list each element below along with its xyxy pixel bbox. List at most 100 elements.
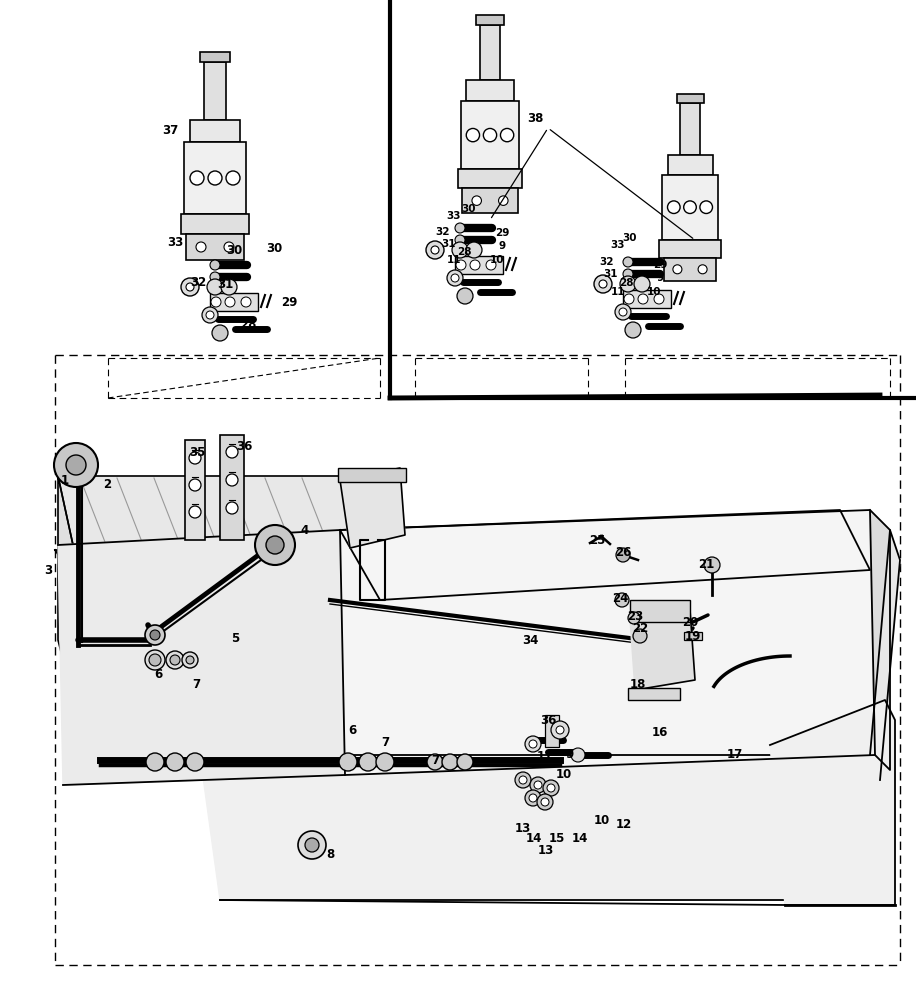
Circle shape [620,276,636,292]
Text: 36: 36 [235,440,252,454]
Polygon shape [340,510,875,775]
Bar [475,15,504,25]
Bar [204,62,226,120]
Circle shape [456,260,466,270]
Text: 10: 10 [490,255,504,265]
Text: 32: 32 [190,275,206,288]
Text: 2: 2 [103,479,111,491]
Text: 30: 30 [462,204,476,214]
Circle shape [189,479,201,491]
Text: 14: 14 [526,832,542,844]
Text: 11: 11 [447,255,462,265]
Circle shape [225,297,235,307]
Text: 38: 38 [527,111,543,124]
Circle shape [221,279,237,295]
Circle shape [426,241,444,259]
Bar [545,715,559,747]
Text: 29: 29 [281,296,297,308]
Circle shape [186,753,204,771]
Circle shape [305,838,319,852]
Circle shape [170,655,180,665]
Circle shape [455,223,465,233]
Text: 13: 13 [538,844,554,857]
Text: 35: 35 [189,446,205,458]
Text: 21: 21 [698,558,714,572]
Circle shape [628,612,640,624]
Circle shape [673,265,682,274]
Text: 23: 23 [627,609,643,622]
Circle shape [541,798,549,806]
Text: 19: 19 [685,630,701,643]
Circle shape [466,128,480,142]
Circle shape [452,242,468,258]
Circle shape [207,279,223,295]
Circle shape [149,654,161,666]
Circle shape [498,196,508,205]
Bar [458,169,522,188]
Circle shape [457,754,473,770]
Text: 6: 6 [154,668,162,682]
Bar [630,600,690,622]
Circle shape [211,297,221,307]
Text: 12: 12 [616,818,632,832]
Polygon shape [58,476,73,700]
Circle shape [625,322,641,338]
Polygon shape [200,755,890,900]
Text: 7: 7 [192,678,200,692]
Circle shape [519,776,527,784]
Circle shape [202,307,218,323]
Text: 28: 28 [618,278,633,288]
Text: 10: 10 [647,287,661,297]
Circle shape [150,630,160,640]
Text: 13: 13 [515,822,531,834]
Circle shape [145,650,165,670]
Circle shape [339,753,357,771]
Circle shape [529,794,537,802]
Text: 14: 14 [572,832,588,844]
Bar [190,120,240,142]
Text: 28: 28 [457,247,471,257]
Circle shape [431,246,439,254]
Polygon shape [55,550,430,600]
Polygon shape [58,530,345,785]
Bar [463,188,518,213]
Circle shape [525,790,541,806]
Circle shape [534,781,542,789]
Text: 17: 17 [727,748,743,762]
Circle shape [700,201,713,214]
Circle shape [466,242,482,258]
Circle shape [619,308,627,316]
Circle shape [442,754,458,770]
Circle shape [634,276,650,292]
Circle shape [427,754,443,770]
Text: 32: 32 [600,257,615,267]
Text: 10: 10 [594,814,610,826]
Circle shape [266,536,284,554]
Bar [680,103,700,155]
Bar [660,240,721,258]
Circle shape [190,171,204,185]
Text: 33: 33 [447,211,462,221]
Circle shape [166,651,184,669]
Circle shape [189,506,201,518]
Polygon shape [870,530,900,780]
Circle shape [359,753,377,771]
Polygon shape [340,468,405,548]
Polygon shape [630,610,695,690]
Bar [466,80,514,101]
Bar [181,214,249,234]
Text: 37: 37 [162,123,178,136]
Text: 28: 28 [240,318,256,332]
Circle shape [537,794,553,810]
Polygon shape [870,510,890,770]
Circle shape [486,260,496,270]
Circle shape [66,455,86,475]
Circle shape [472,196,482,205]
Circle shape [210,272,220,282]
Bar [455,256,503,274]
Circle shape [451,274,459,282]
Text: 20: 20 [682,615,698,629]
Bar [210,293,258,311]
Text: 26: 26 [615,546,631,558]
Circle shape [500,128,514,142]
